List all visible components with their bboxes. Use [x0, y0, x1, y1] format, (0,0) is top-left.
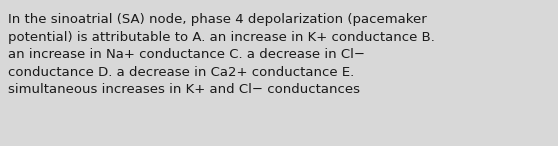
Text: In the sinoatrial (SA) node, phase 4 depolarization (pacemaker
potential) is att: In the sinoatrial (SA) node, phase 4 dep… — [8, 13, 435, 96]
